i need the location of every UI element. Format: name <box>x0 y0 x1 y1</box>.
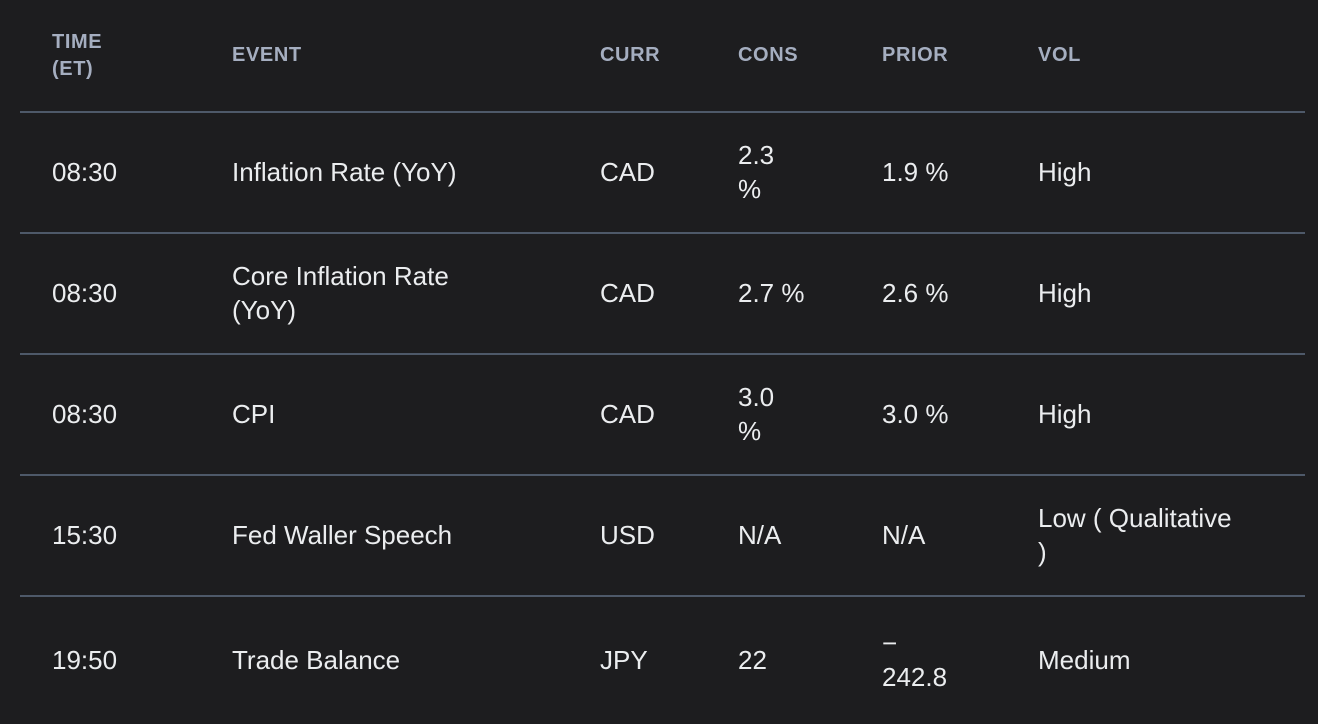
column-header-time: TIME (ET) <box>52 30 103 80</box>
cell-vol: Medium <box>1038 644 1131 675</box>
cell-cons: 3.0 % <box>738 381 775 446</box>
cell-prior: − 242.8 <box>882 627 948 692</box>
row-divider <box>20 474 1305 476</box>
table-header-row: TIME (ET) EVENT CURR CONS PRIOR VOL <box>0 0 1318 111</box>
cell-time: 08:30 <box>52 398 118 429</box>
table-row: 08:30 CPI CAD 3.0 % 3.0 % High <box>0 355 1318 474</box>
cell-cons: 2.3 % <box>738 139 775 204</box>
column-header-cons: CONS <box>738 44 799 66</box>
table-row: 15:30 Fed Waller Speech USD N/A N/A Low … <box>0 476 1318 595</box>
cell-curr: JPY <box>600 644 648 675</box>
cell-time: 08:30 <box>52 156 118 187</box>
cell-prior: 1.9 % <box>882 156 949 187</box>
cell-time: 15:30 <box>52 519 118 550</box>
column-header-vol: VOL <box>1038 44 1081 66</box>
cell-vol: High <box>1038 156 1092 187</box>
cell-event: Inflation Rate (YoY) <box>232 156 457 187</box>
cell-prior: 2.6 % <box>882 277 949 308</box>
row-divider <box>20 232 1305 234</box>
column-header-prior: PRIOR <box>882 44 949 66</box>
cell-prior: 3.0 % <box>882 398 949 429</box>
table-row: 08:30 Inflation Rate (YoY) CAD 2.3 % 1.9… <box>0 113 1318 232</box>
table-row: 08:30 Core Inflation Rate (YoY) CAD 2.7 … <box>0 234 1318 353</box>
cell-time: 19:50 <box>52 644 118 675</box>
column-header-event: EVENT <box>232 44 302 66</box>
cell-vol: Low ( Qualitative ) <box>1038 502 1232 567</box>
cell-curr: CAD <box>600 156 655 187</box>
cell-cons: 2.7 % <box>738 277 805 308</box>
cell-vol: High <box>1038 277 1092 308</box>
cell-event: Fed Waller Speech <box>232 519 453 550</box>
column-header-curr: CURR <box>600 44 661 66</box>
header-divider <box>20 111 1305 113</box>
table-row: 19:50 Trade Balance JPY 22 − 242.8 Mediu… <box>0 597 1318 724</box>
cell-curr: CAD <box>600 277 655 308</box>
cell-time: 08:30 <box>52 277 118 308</box>
cell-event: Trade Balance <box>232 644 401 675</box>
cell-curr: CAD <box>600 398 655 429</box>
cell-vol: High <box>1038 398 1092 429</box>
cell-prior: N/A <box>882 519 926 550</box>
row-divider <box>20 353 1305 355</box>
cell-event: Core Inflation Rate (YoY) <box>232 260 449 325</box>
cell-cons: 22 <box>738 644 767 675</box>
cell-curr: USD <box>600 519 655 550</box>
row-divider <box>20 595 1305 597</box>
cell-event: CPI <box>232 398 276 429</box>
cell-cons: N/A <box>738 519 782 550</box>
